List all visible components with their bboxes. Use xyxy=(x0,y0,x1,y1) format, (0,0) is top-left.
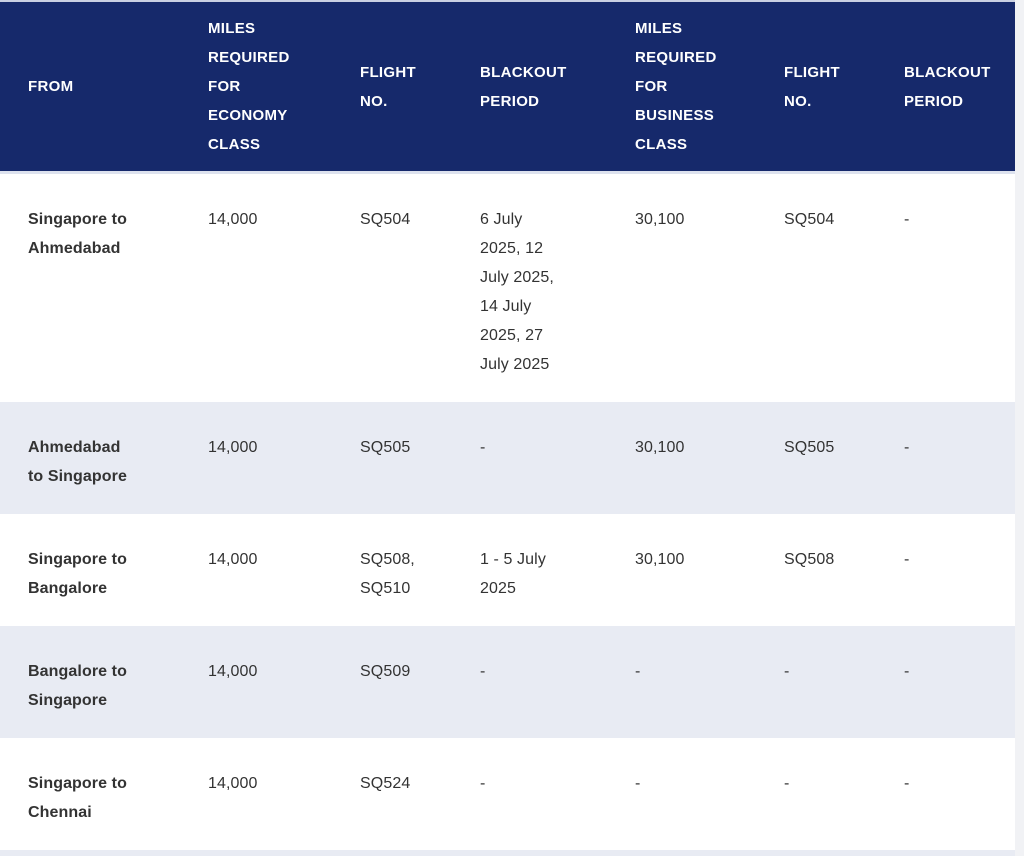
column-header-flight-no-economy: FLIGHT NO. xyxy=(332,1,452,174)
cell-from: Singapore to Bangalore xyxy=(28,551,127,597)
column-header-blackout-economy: BLACKOUT PERIOD xyxy=(452,1,607,174)
cell-miles-business: - xyxy=(635,775,641,792)
cell-miles-economy: 14,000 xyxy=(208,775,258,792)
column-header-miles-business: MILES REQUIRED FOR BUSINESS CLASS xyxy=(607,1,756,174)
cell-blackout-business: - xyxy=(904,439,910,456)
cell-blackout-business: - xyxy=(904,211,910,228)
table-header-row: FROM MILES REQUIRED FOR ECONOMY CLASS FLIG… xyxy=(0,1,1015,174)
column-header-blackout-business: BLACKOUT PERIOD xyxy=(876,1,1015,174)
cell-miles-business: - xyxy=(635,663,641,680)
table-body: Singapore to Ahmedabad 14,000 SQ504 6 July … xyxy=(0,172,1015,850)
column-header-flight-no-business: FLIGHT NO. xyxy=(756,1,876,174)
table-row: Singapore to Chennai 14,000 SQ524 - - - - xyxy=(0,738,1015,850)
cell-flight-no-business: - xyxy=(784,663,790,680)
cell-blackout-economy: 1 - 5 July 2025 xyxy=(480,551,546,597)
cell-blackout-economy: - xyxy=(480,439,486,456)
table-row: Singapore to Ahmedabad 14,000 SQ504 6 July … xyxy=(0,172,1015,402)
cell-flight-no-economy: SQ504 xyxy=(360,211,411,228)
cell-miles-economy: 14,000 xyxy=(208,663,258,680)
cell-blackout-business: - xyxy=(904,663,910,680)
cell-from: Singapore to Chennai xyxy=(28,775,127,821)
cell-from: Singapore to Ahmedabad xyxy=(28,211,127,257)
cell-flight-no-economy: SQ524 xyxy=(360,775,411,792)
cell-miles-business: 30,100 xyxy=(635,211,685,228)
cell-blackout-economy: 6 July 2025, 12 July 2025, 14 July 2025,… xyxy=(480,211,554,373)
cell-blackout-business: - xyxy=(904,775,910,792)
cell-blackout-business: - xyxy=(904,551,910,568)
cell-flight-no-business: - xyxy=(784,775,790,792)
next-row-partial xyxy=(0,850,1015,856)
table-header: FROM MILES REQUIRED FOR ECONOMY CLASS FLIG… xyxy=(0,1,1015,174)
cell-miles-business: 30,100 xyxy=(635,551,685,568)
column-header-miles-economy: MILES REQUIRED FOR ECONOMY CLASS xyxy=(180,1,332,174)
cell-miles-business: 30,100 xyxy=(635,439,685,456)
cell-from: Bangalore to Singapore xyxy=(28,663,127,709)
cell-flight-no-economy: SQ509 xyxy=(360,663,411,680)
table-row: Singapore to Bangalore 14,000 SQ508, SQ510… xyxy=(0,514,1015,626)
column-header-from: FROM xyxy=(0,1,180,174)
cell-flight-no-business: SQ504 xyxy=(784,211,835,228)
cell-from: Ahmedabad to Singapore xyxy=(28,439,127,485)
cell-flight-no-economy: SQ508, SQ510 xyxy=(360,551,415,597)
cell-blackout-economy: - xyxy=(480,663,486,680)
cell-flight-no-business: SQ505 xyxy=(784,439,835,456)
cell-blackout-economy: - xyxy=(480,775,486,792)
cell-flight-no-business: SQ508 xyxy=(784,551,835,568)
cell-miles-economy: 14,000 xyxy=(208,211,258,228)
table-row: Ahmedabad to Singapore 14,000 SQ505 - 30,100… xyxy=(0,402,1015,514)
cell-miles-economy: 14,000 xyxy=(208,439,258,456)
cell-miles-economy: 14,000 xyxy=(208,551,258,568)
cell-flight-no-economy: SQ505 xyxy=(360,439,411,456)
table-row: Bangalore to Singapore 14,000 SQ509 - - - - xyxy=(0,626,1015,738)
